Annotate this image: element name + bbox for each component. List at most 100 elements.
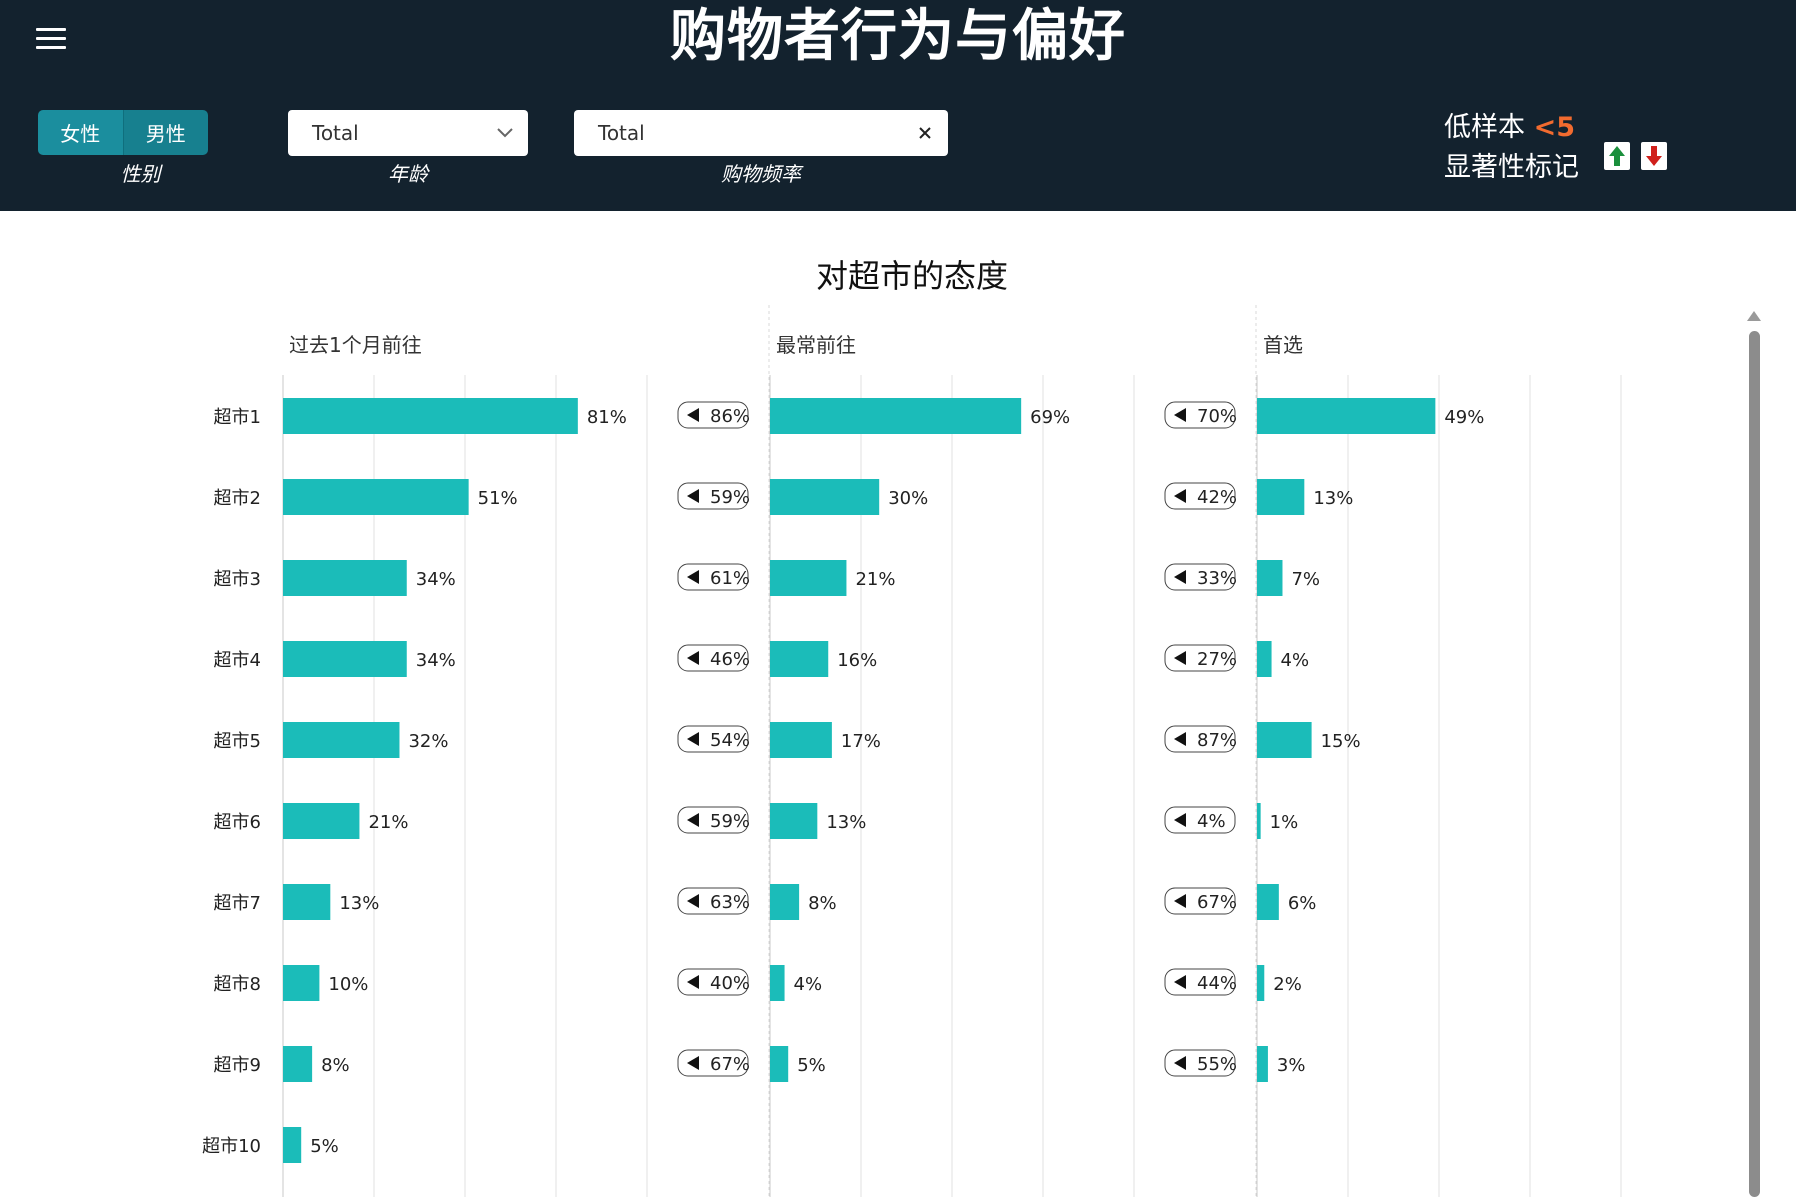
bar [770, 965, 785, 1001]
sig-badge [677, 482, 749, 510]
triangle-left-icon [687, 813, 699, 827]
sig-badge-label: 40% [710, 973, 750, 994]
bar-value-label: 21% [368, 812, 408, 833]
bar-value-label: 10% [328, 974, 368, 995]
triangle-left-icon [687, 975, 699, 989]
sig-badge [677, 1049, 749, 1077]
bar-value-label: 34% [416, 569, 456, 590]
gender-male-button[interactable]: 男性 [122, 110, 208, 155]
sig-badge-label: 33% [1197, 568, 1237, 589]
bar [1257, 560, 1283, 596]
bar-value-label: 32% [408, 731, 448, 752]
bar-value-label: 51% [478, 488, 518, 509]
attitude-chart: 过去1个月前往 81% 51% 34% 34% 32% 21% 13% 10% 8% 5% 最常前往 6… [202, 305, 1622, 1197]
triangle-left-icon [687, 570, 699, 584]
sig-badge [677, 806, 749, 834]
bar-value-label: 2% [1273, 974, 1302, 995]
bar-value-label: 34% [416, 650, 456, 671]
bar [283, 722, 400, 758]
bar-value-label: 1% [1270, 812, 1299, 833]
panel-title: 最常前往 [776, 333, 856, 357]
bar [283, 1127, 302, 1163]
scroll-up-arrow-icon[interactable] [1747, 311, 1761, 321]
bar [1257, 884, 1279, 920]
bar [770, 479, 880, 515]
sig-badge-label: 87% [1197, 730, 1237, 751]
bar [1257, 398, 1436, 434]
triangle-left-icon [1174, 408, 1186, 422]
bar [770, 641, 829, 677]
bar [283, 560, 407, 596]
bar-value-label: 7% [1291, 569, 1320, 590]
sig-badge-label: 86% [710, 406, 750, 427]
category-label: 超市6 [214, 812, 261, 833]
arrow-up-icon [1604, 142, 1630, 170]
triangle-left-icon [687, 732, 699, 746]
category-label: 超市5 [214, 731, 261, 752]
sig-badge [1164, 1049, 1236, 1077]
bar [283, 803, 360, 839]
bar-value-label: 5% [797, 1055, 826, 1076]
sig-badge [1164, 806, 1236, 834]
sig-badge-label: 27% [1197, 649, 1237, 670]
bar [283, 641, 407, 677]
sig-badge-label: 42% [1197, 487, 1237, 508]
frequency-label: 购物频率 [721, 162, 801, 186]
bar-value-label: 81% [587, 407, 627, 428]
bar-value-label: 69% [1030, 407, 1070, 428]
bar-value-label: 4% [1281, 650, 1310, 671]
bar [283, 398, 578, 434]
close-icon[interactable] [902, 110, 948, 156]
bar [770, 1046, 789, 1082]
low-sample-value: <5 [1533, 112, 1576, 143]
triangle-left-icon [1174, 489, 1186, 503]
bar [1257, 803, 1261, 839]
frequency-select-value: Total [598, 121, 645, 145]
bar [770, 722, 832, 758]
significance-label: 显著性标记 [1444, 152, 1579, 183]
triangle-left-icon [1174, 732, 1186, 746]
bar-value-label: 6% [1288, 893, 1317, 914]
bar-value-label: 4% [794, 974, 823, 995]
category-label: 超市7 [214, 893, 261, 914]
gender-female-button[interactable]: 女性 [38, 110, 123, 155]
bar-value-label: 15% [1321, 731, 1361, 752]
sig-badge-label: 44% [1197, 973, 1237, 994]
sig-badge [1164, 401, 1236, 429]
chevron-down-icon[interactable] [482, 110, 528, 156]
bar [770, 803, 818, 839]
triangle-left-icon [1174, 975, 1186, 989]
sig-badge-label: 67% [710, 1054, 750, 1075]
bar-value-label: 17% [841, 731, 881, 752]
triangle-left-icon [1174, 1056, 1186, 1070]
scrollbar-thumb[interactable] [1749, 331, 1760, 1197]
sig-badge-label: 54% [710, 730, 750, 751]
bar [283, 884, 331, 920]
age-select[interactable]: Total [288, 110, 528, 156]
arrow-down-icon [1641, 142, 1667, 170]
sig-badge-label: 46% [710, 649, 750, 670]
frequency-select[interactable]: Total [574, 110, 948, 156]
category-label: 超市1 [214, 407, 261, 428]
hamburger-icon[interactable] [36, 26, 66, 52]
page-title: 购物者行为与偏好 [670, 4, 1126, 69]
bar-value-label: 13% [1313, 488, 1353, 509]
bar-value-label: 49% [1444, 407, 1484, 428]
category-label: 超市10 [202, 1136, 261, 1157]
sig-badge [1164, 482, 1236, 510]
sig-badge [677, 968, 749, 996]
legend-block: 低样本 <5 显著性标记 [1444, 108, 1579, 188]
sig-badge [677, 725, 749, 753]
header-bar: 购物者行为与偏好 女性 男性 性别 Total 年龄 Total 购物频率 低样… [0, 0, 1796, 211]
category-label: 超市8 [214, 974, 261, 995]
bar [283, 965, 320, 1001]
bar [1257, 1046, 1268, 1082]
sig-badge [677, 887, 749, 915]
bar-value-label: 8% [808, 893, 837, 914]
sig-badge-label: 70% [1197, 406, 1237, 427]
sig-badge [677, 644, 749, 672]
low-sample-label: 低样本 [1444, 112, 1525, 143]
gender-toggle: 女性 男性 [38, 110, 208, 155]
triangle-left-icon [687, 894, 699, 908]
gender-label: 性别 [120, 162, 161, 186]
